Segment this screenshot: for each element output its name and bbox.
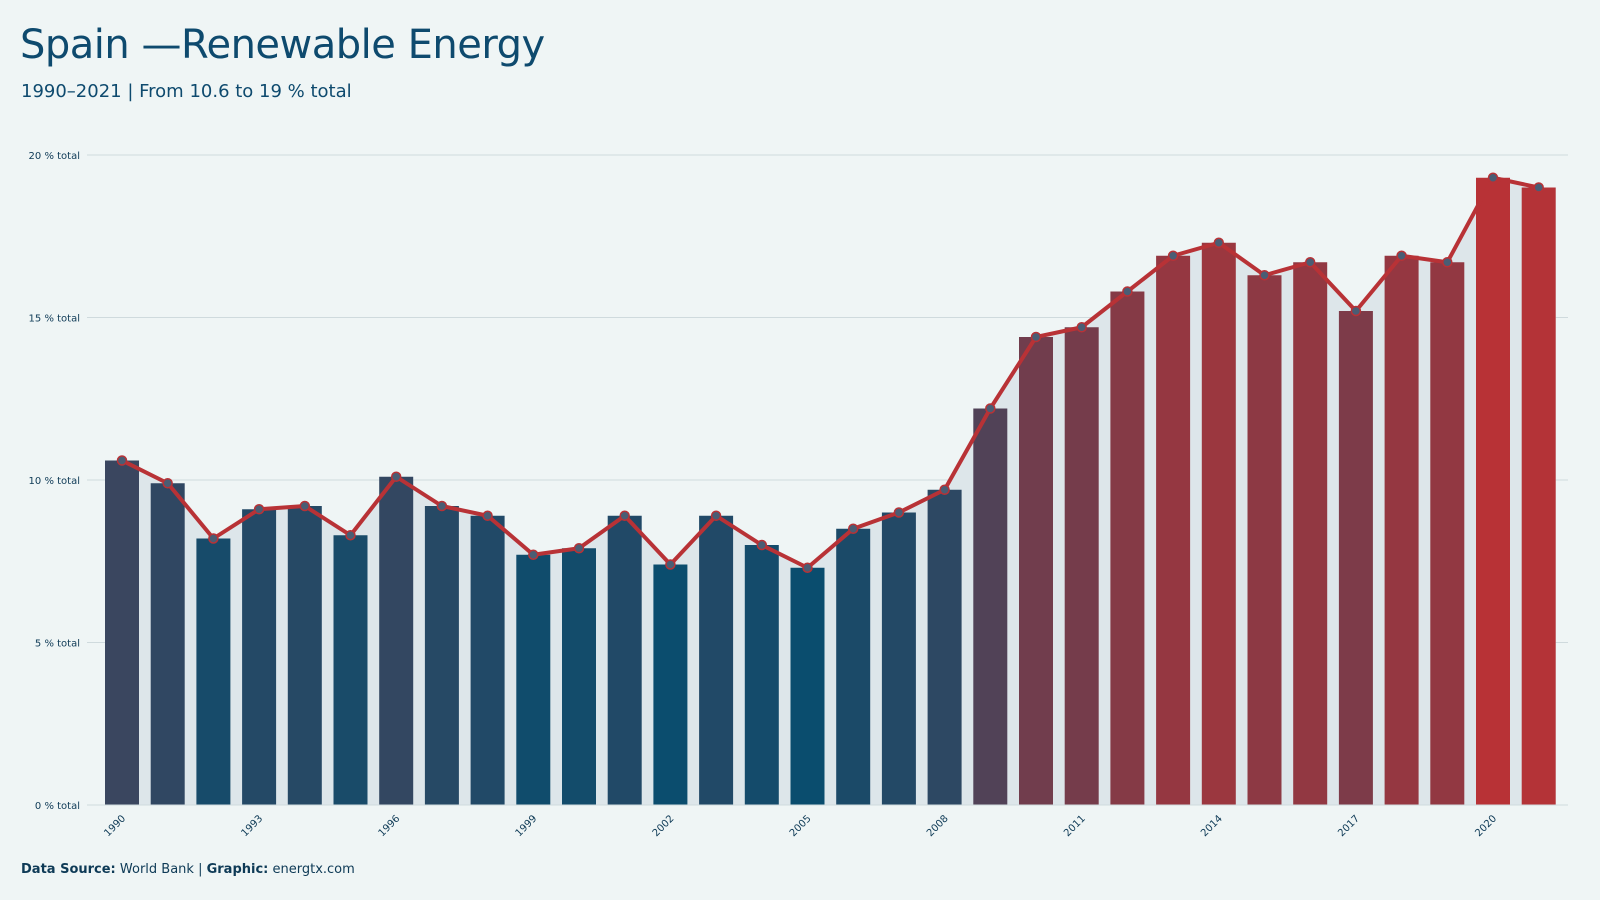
x-tick-label: 2017: [1336, 813, 1362, 839]
bar-1991: [150, 483, 185, 805]
point-2005: [802, 562, 813, 573]
bar-1996: [379, 476, 414, 805]
bar-1990: [105, 460, 139, 805]
bar-2007: [881, 512, 916, 805]
point-2010: [1030, 331, 1042, 343]
bar-2001: [607, 515, 642, 805]
x-tick-label: 2020: [1473, 813, 1499, 839]
x-tick-label: 2005: [788, 813, 814, 839]
bar-1998: [470, 515, 505, 805]
bar-2009: [973, 408, 1008, 805]
point-2019: [1442, 257, 1453, 268]
x-tick-label: 2002: [651, 813, 677, 839]
point-2007: [893, 507, 905, 518]
bar-2012: [1110, 291, 1145, 805]
bar-2019: [1430, 262, 1465, 805]
point-1996: [390, 471, 402, 482]
x-tick-label: 1993: [239, 813, 265, 839]
bar-2010: [1019, 337, 1053, 805]
area-under-line: [105, 177, 1556, 805]
x-tick-label: 2014: [1199, 813, 1225, 839]
point-1997: [436, 500, 448, 512]
x-tick-label: 2011: [1062, 813, 1088, 839]
bar-1995: [333, 535, 368, 805]
bar-2005: [790, 567, 825, 805]
bar-1997: [424, 506, 459, 805]
x-tick-label: 1996: [377, 813, 403, 839]
x-tick-label: 2008: [925, 813, 951, 839]
point-2004: [756, 539, 768, 551]
bar-2002: [653, 564, 688, 805]
bar-1992: [196, 538, 231, 805]
bar-2017: [1338, 311, 1373, 805]
bar-2004: [744, 545, 779, 805]
bar-2014: [1201, 242, 1236, 805]
point-2006: [847, 523, 859, 534]
graphic-value: energtx.com: [268, 862, 355, 877]
x-tick-label: 1990: [102, 813, 128, 839]
graphic-label: Graphic:: [206, 862, 269, 877]
bar-2018: [1384, 255, 1419, 805]
point-2021: [1533, 182, 1544, 193]
point-1999: [528, 549, 539, 560]
point-2001: [619, 510, 630, 521]
point-1992: [208, 533, 219, 544]
point-2009: [985, 403, 996, 414]
y-tick-label: 20 % total: [29, 151, 80, 162]
bar-1994: [287, 506, 322, 805]
bar-2016: [1293, 262, 1328, 805]
bar-1993: [242, 509, 277, 805]
point-2015: [1259, 270, 1270, 281]
y-tick-label: 15 % total: [29, 314, 80, 325]
source-value: World Bank |: [115, 862, 207, 877]
point-2014: [1213, 237, 1225, 248]
bar-1999: [516, 554, 551, 805]
point-2000: [573, 543, 585, 554]
point-2013: [1167, 250, 1179, 261]
point-1993: [253, 504, 265, 515]
point-2018: [1396, 250, 1407, 261]
point-2017: [1350, 305, 1362, 317]
point-2011: [1076, 322, 1087, 333]
y-tick-label: 5 % total: [35, 639, 80, 650]
bar-2006: [836, 528, 871, 805]
point-1995: [345, 530, 356, 541]
point-2016: [1304, 257, 1316, 268]
point-2012: [1122, 286, 1133, 297]
bar-2011: [1064, 327, 1099, 805]
point-1994: [299, 500, 311, 512]
point-1991: [162, 478, 173, 489]
bar-2020: [1476, 177, 1510, 805]
source-label: Data Source:: [21, 862, 116, 877]
bar-2008: [927, 489, 962, 805]
point-2002: [665, 559, 676, 570]
point-1998: [482, 510, 493, 521]
y-tick-label: 0 % total: [35, 801, 80, 812]
series-line: [121, 175, 1540, 570]
chart-title: Spain —Renewable Energy: [20, 22, 545, 68]
point-2008: [939, 484, 950, 495]
bar-2003: [699, 515, 734, 805]
y-tick-label: 10 % total: [29, 476, 80, 487]
point-2020: [1487, 172, 1499, 183]
bar-2015: [1247, 275, 1282, 805]
bar-2013: [1156, 255, 1191, 805]
chart-subtitle: 1990–2021 | From 10.6 to 19 % total: [21, 81, 352, 102]
footer-credits: Data Source: World Bank | Graphic: energ…: [21, 862, 355, 877]
x-tick-label: 1999: [514, 813, 540, 839]
bar-2000: [562, 548, 596, 805]
point-1990: [116, 455, 128, 466]
bar-2021: [1521, 187, 1556, 805]
point-2003: [710, 510, 722, 521]
